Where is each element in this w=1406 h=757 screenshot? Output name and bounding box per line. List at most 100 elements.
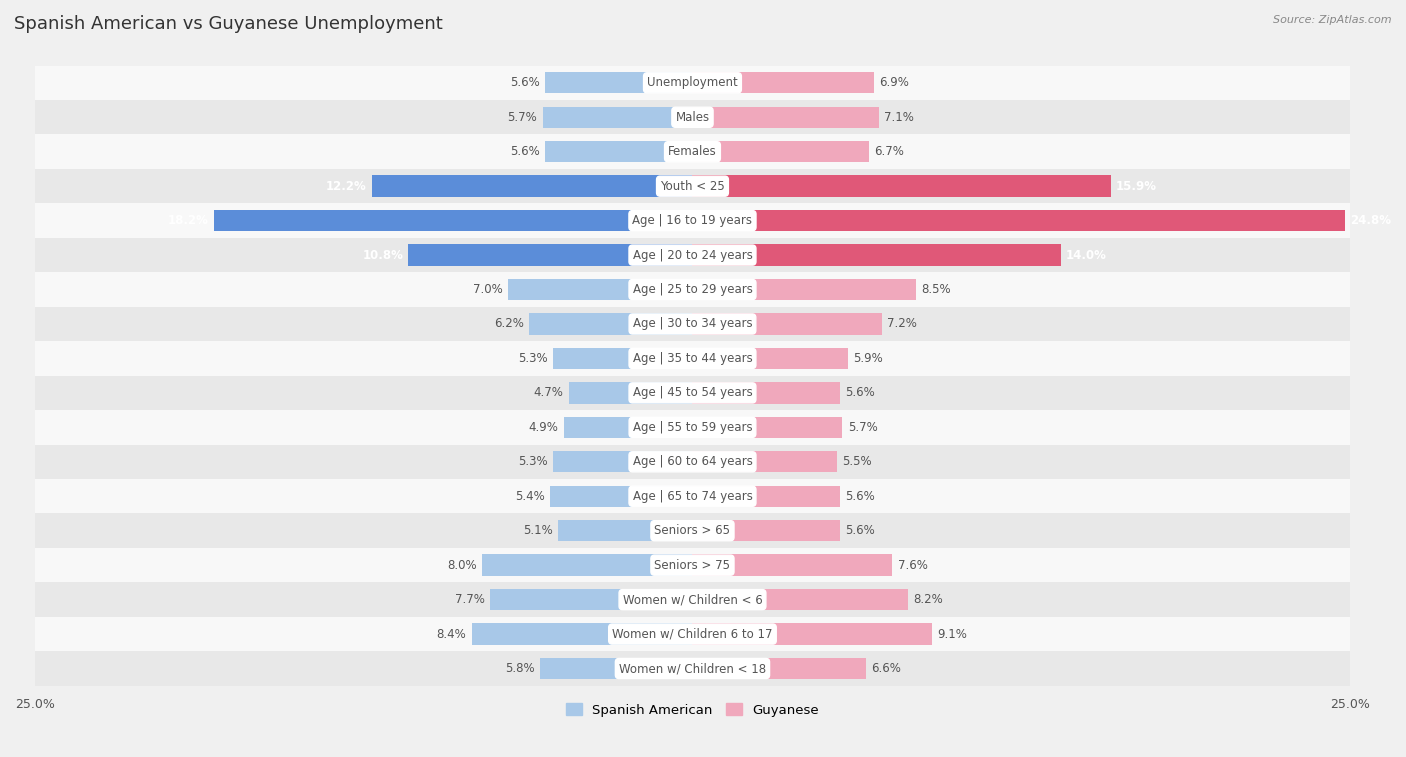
Text: 5.6%: 5.6% bbox=[845, 524, 875, 537]
Bar bbox=[530, 313, 693, 335]
Bar bbox=[471, 623, 693, 645]
Bar bbox=[693, 623, 932, 645]
Bar bbox=[558, 520, 693, 541]
Text: Seniors > 65: Seniors > 65 bbox=[654, 524, 731, 537]
Text: 5.8%: 5.8% bbox=[505, 662, 534, 675]
Text: 6.9%: 6.9% bbox=[879, 76, 910, 89]
Text: Youth < 25: Youth < 25 bbox=[659, 179, 725, 193]
Text: 5.6%: 5.6% bbox=[510, 76, 540, 89]
Bar bbox=[693, 416, 842, 438]
Text: Spanish American vs Guyanese Unemployment: Spanish American vs Guyanese Unemploymen… bbox=[14, 15, 443, 33]
Bar bbox=[35, 273, 1350, 307]
Bar bbox=[693, 176, 1111, 197]
Text: 7.7%: 7.7% bbox=[454, 593, 485, 606]
Text: 5.7%: 5.7% bbox=[508, 111, 537, 123]
Bar bbox=[371, 176, 693, 197]
Text: Women w/ Children 6 to 17: Women w/ Children 6 to 17 bbox=[612, 628, 773, 640]
Bar bbox=[35, 135, 1350, 169]
Text: 6.7%: 6.7% bbox=[875, 145, 904, 158]
Text: Women w/ Children < 18: Women w/ Children < 18 bbox=[619, 662, 766, 675]
Bar bbox=[214, 210, 693, 232]
Text: 5.6%: 5.6% bbox=[845, 386, 875, 400]
Bar bbox=[35, 651, 1350, 686]
Text: 6.6%: 6.6% bbox=[872, 662, 901, 675]
Bar bbox=[35, 444, 1350, 479]
Text: 24.8%: 24.8% bbox=[1350, 214, 1391, 227]
Text: 8.0%: 8.0% bbox=[447, 559, 477, 572]
Text: 7.0%: 7.0% bbox=[474, 283, 503, 296]
Text: 5.1%: 5.1% bbox=[523, 524, 553, 537]
Text: 5.4%: 5.4% bbox=[516, 490, 546, 503]
Bar bbox=[569, 382, 693, 403]
Bar bbox=[693, 347, 848, 369]
Text: Males: Males bbox=[675, 111, 710, 123]
Text: Age | 65 to 74 years: Age | 65 to 74 years bbox=[633, 490, 752, 503]
Text: 8.2%: 8.2% bbox=[914, 593, 943, 606]
Bar bbox=[489, 589, 693, 610]
Text: 15.9%: 15.9% bbox=[1116, 179, 1157, 193]
Text: Unemployment: Unemployment bbox=[647, 76, 738, 89]
Text: Age | 35 to 44 years: Age | 35 to 44 years bbox=[633, 352, 752, 365]
Text: 7.2%: 7.2% bbox=[887, 317, 917, 331]
Bar bbox=[550, 485, 693, 507]
Bar bbox=[693, 141, 869, 163]
Text: Age | 60 to 64 years: Age | 60 to 64 years bbox=[633, 455, 752, 469]
Bar bbox=[35, 238, 1350, 273]
Bar bbox=[693, 658, 866, 679]
Bar bbox=[482, 554, 693, 576]
Bar bbox=[553, 451, 693, 472]
Bar bbox=[693, 451, 837, 472]
Text: 5.3%: 5.3% bbox=[519, 455, 548, 469]
Bar bbox=[35, 341, 1350, 375]
Bar bbox=[546, 72, 693, 94]
Bar bbox=[693, 107, 879, 128]
Text: Source: ZipAtlas.com: Source: ZipAtlas.com bbox=[1274, 15, 1392, 25]
Bar bbox=[564, 416, 693, 438]
Bar bbox=[693, 554, 893, 576]
Bar bbox=[693, 210, 1344, 232]
Text: 7.1%: 7.1% bbox=[884, 111, 914, 123]
Text: 10.8%: 10.8% bbox=[363, 248, 404, 262]
Text: 5.5%: 5.5% bbox=[842, 455, 872, 469]
Bar bbox=[509, 279, 693, 301]
Bar bbox=[35, 513, 1350, 548]
Text: 5.6%: 5.6% bbox=[845, 490, 875, 503]
Text: 5.9%: 5.9% bbox=[853, 352, 883, 365]
Bar bbox=[540, 658, 693, 679]
Bar bbox=[693, 485, 839, 507]
Text: 14.0%: 14.0% bbox=[1066, 248, 1107, 262]
Text: 12.2%: 12.2% bbox=[326, 179, 367, 193]
Text: Women w/ Children < 6: Women w/ Children < 6 bbox=[623, 593, 762, 606]
Text: 5.6%: 5.6% bbox=[510, 145, 540, 158]
Bar bbox=[693, 279, 917, 301]
Bar bbox=[553, 347, 693, 369]
Bar bbox=[693, 589, 908, 610]
Bar bbox=[693, 313, 882, 335]
Legend: Spanish American, Guyanese: Spanish American, Guyanese bbox=[561, 698, 824, 722]
Bar bbox=[693, 382, 839, 403]
Text: Age | 25 to 29 years: Age | 25 to 29 years bbox=[633, 283, 752, 296]
Text: 5.3%: 5.3% bbox=[519, 352, 548, 365]
Text: 4.7%: 4.7% bbox=[534, 386, 564, 400]
Bar bbox=[35, 66, 1350, 100]
Bar bbox=[693, 520, 839, 541]
Text: Age | 20 to 24 years: Age | 20 to 24 years bbox=[633, 248, 752, 262]
Text: Age | 30 to 34 years: Age | 30 to 34 years bbox=[633, 317, 752, 331]
Bar bbox=[693, 245, 1060, 266]
Text: Age | 55 to 59 years: Age | 55 to 59 years bbox=[633, 421, 752, 434]
Bar bbox=[35, 307, 1350, 341]
Text: Females: Females bbox=[668, 145, 717, 158]
Text: Age | 16 to 19 years: Age | 16 to 19 years bbox=[633, 214, 752, 227]
Bar bbox=[35, 617, 1350, 651]
Text: 5.7%: 5.7% bbox=[848, 421, 877, 434]
Bar bbox=[35, 479, 1350, 513]
Text: 8.5%: 8.5% bbox=[921, 283, 950, 296]
Bar bbox=[35, 100, 1350, 135]
Bar bbox=[546, 141, 693, 163]
Bar bbox=[543, 107, 693, 128]
Text: 8.4%: 8.4% bbox=[436, 628, 467, 640]
Text: 9.1%: 9.1% bbox=[936, 628, 967, 640]
Bar bbox=[693, 72, 875, 94]
Bar bbox=[35, 169, 1350, 204]
Text: Seniors > 75: Seniors > 75 bbox=[654, 559, 731, 572]
